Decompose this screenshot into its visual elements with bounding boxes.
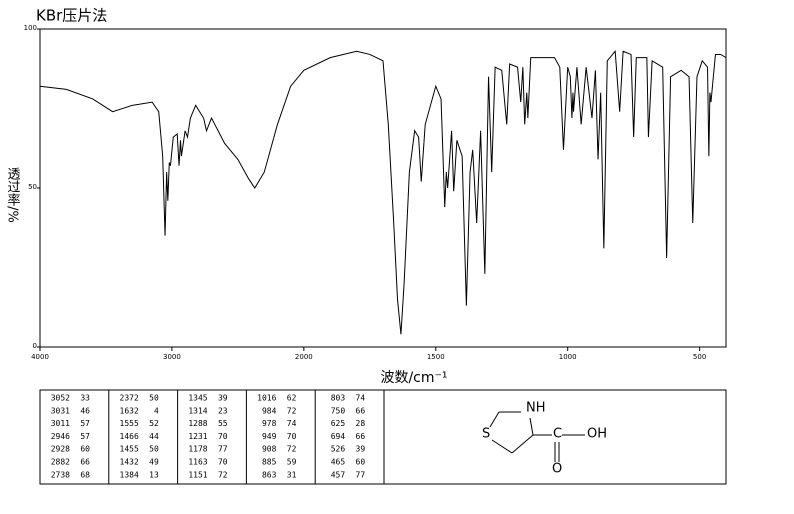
x-axis-label: 波数/cm⁻¹ (380, 370, 447, 386)
peak-wavenumber: 1555 (120, 419, 139, 428)
peak-transmittance: 39 (356, 445, 366, 454)
peak-wavenumber: 1231 (188, 432, 207, 441)
y-tick-label: 100 (24, 24, 37, 32)
spectrum-line (39, 49, 727, 335)
atom-label: S (482, 427, 490, 442)
peak-transmittance: 74 (356, 394, 366, 403)
peak-wavenumber: 457 (331, 470, 346, 479)
peak-wavenumber: 1178 (188, 445, 207, 454)
x-tick-label: 2000 (295, 353, 313, 361)
peak-transmittance: 77 (218, 445, 228, 454)
peak-wavenumber: 1384 (120, 470, 139, 479)
peak-transmittance: 46 (80, 406, 90, 415)
peak-transmittance: 44 (149, 432, 159, 441)
y-axis-label: 透过率/% (5, 167, 21, 223)
peak-wavenumber: 3052 (51, 394, 70, 403)
peak-wavenumber: 984 (262, 406, 277, 415)
peak-wavenumber: 1632 (120, 406, 139, 415)
peak-wavenumber: 1455 (120, 445, 139, 454)
peak-transmittance: 70 (287, 432, 297, 441)
peak-wavenumber: 2738 (51, 470, 70, 479)
peak-transmittance: 66 (80, 458, 90, 467)
peak-wavenumber: 2928 (51, 445, 70, 454)
peak-wavenumber: 1151 (188, 470, 207, 479)
peak-wavenumber: 949 (262, 432, 277, 441)
peak-transmittance: 59 (287, 458, 297, 467)
peak-wavenumber: 694 (331, 432, 346, 441)
structure-bonds (489, 411, 585, 462)
peak-transmittance: 72 (287, 406, 297, 415)
peak-transmittance: 28 (356, 419, 366, 428)
peak-wavenumber: 1345 (188, 394, 207, 403)
peak-transmittance: 23 (218, 406, 228, 415)
peak-wavenumber: 1288 (188, 419, 207, 428)
atom-label: O (552, 462, 562, 477)
peak-transmittance: 39 (218, 394, 228, 403)
peak-wavenumber: 625 (331, 419, 346, 428)
peak-wavenumber: 908 (262, 445, 277, 454)
peak-transmittance: 31 (287, 470, 297, 479)
peak-transmittance: 55 (218, 419, 228, 428)
peak-transmittance: 4 (154, 406, 159, 415)
peak-wavenumber: 2372 (120, 394, 139, 403)
peak-transmittance: 70 (218, 458, 228, 467)
peak-wavenumber: 1163 (188, 458, 207, 467)
peak-transmittance: 13 (149, 470, 159, 479)
chart-title: KBr压片法 (36, 7, 107, 25)
peak-wavenumber: 1016 (257, 394, 276, 403)
peak-transmittance: 50 (149, 394, 159, 403)
y-tick-label: 50 (28, 183, 37, 191)
atom-label: C (553, 427, 562, 442)
peak-wavenumber: 978 (262, 419, 277, 428)
peak-wavenumber: 1466 (120, 432, 139, 441)
peak-transmittance: 70 (218, 432, 228, 441)
peak-wavenumber: 3011 (51, 419, 70, 428)
peak-transmittance: 74 (287, 419, 297, 428)
peak-wavenumber: 803 (331, 394, 346, 403)
peak-wavenumber: 465 (331, 458, 346, 467)
peak-transmittance: 77 (356, 470, 366, 479)
peak-transmittance: 50 (149, 445, 159, 454)
peak-wavenumber: 750 (331, 406, 346, 415)
atom-label: NH (526, 401, 546, 416)
peak-wavenumber: 885 (262, 458, 277, 467)
peak-wavenumber: 1432 (120, 458, 139, 467)
x-tick-label: 500 (693, 353, 706, 361)
peak-wavenumber: 526 (331, 445, 346, 454)
peak-wavenumber: 1314 (188, 406, 207, 415)
peak-transmittance: 49 (149, 458, 159, 467)
peak-wavenumber: 2882 (51, 458, 70, 467)
atom-label: OH (587, 427, 607, 442)
peak-transmittance: 33 (80, 394, 90, 403)
peak-wavenumber: 3031 (51, 406, 70, 415)
y-tick-label: 0 (33, 342, 37, 350)
peak-transmittance: 68 (80, 470, 90, 479)
table-frame (39, 389, 727, 485)
peak-transmittance: 72 (287, 445, 297, 454)
x-tick-label: 1500 (427, 353, 445, 361)
peak-transmittance: 66 (356, 406, 366, 415)
peak-transmittance: 72 (218, 470, 228, 479)
x-tick-label: 1000 (559, 353, 577, 361)
peak-transmittance: 60 (356, 458, 366, 467)
peak-transmittance: 57 (80, 419, 90, 428)
x-tick-label: 4000 (31, 353, 49, 361)
x-tick-label: 3000 (163, 353, 181, 361)
peak-transmittance: 66 (356, 432, 366, 441)
peak-transmittance: 60 (80, 445, 90, 454)
peak-transmittance: 52 (149, 419, 159, 428)
peak-wavenumber: 2946 (51, 432, 70, 441)
plot-frame (39, 28, 727, 348)
peak-transmittance: 62 (287, 394, 297, 403)
peak-transmittance: 57 (80, 432, 90, 441)
peak-wavenumber: 863 (262, 470, 277, 479)
